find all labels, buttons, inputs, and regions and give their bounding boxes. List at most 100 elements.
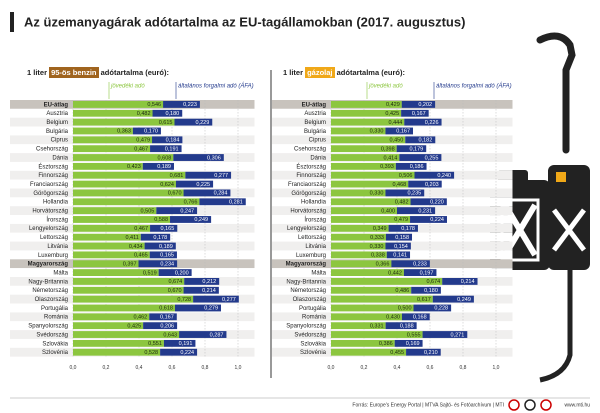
value-label: 0,505 — [141, 208, 155, 214]
value-label: 0,141 — [393, 253, 407, 259]
bar-segment — [175, 180, 214, 188]
bar-segment — [391, 260, 430, 268]
bar-segment — [401, 109, 429, 117]
x-tick-label: 1,0 — [493, 365, 500, 371]
category-label: Franciaország — [288, 182, 326, 188]
footer-source: Forrás: Europe's Energy Portal | MTVA Sa… — [352, 402, 504, 408]
bar-segment — [401, 313, 430, 321]
x-tick-label: 0,0 — [70, 365, 77, 371]
value-label: 0,618 — [159, 306, 173, 312]
bar-segment — [199, 198, 246, 206]
x-tick-label: 0,6 — [427, 365, 434, 371]
bar-segment — [331, 339, 395, 347]
category-label: Ausztria — [46, 111, 68, 117]
category-label: Románia — [44, 315, 69, 321]
category-label: Észtország — [296, 163, 326, 170]
value-label: 0,330 — [370, 244, 384, 250]
value-label: 0,225 — [196, 182, 210, 188]
value-label: 0,158 — [395, 235, 409, 241]
value-label: 0,182 — [419, 138, 433, 144]
category-label: Belgium — [46, 120, 68, 126]
bar-segment — [73, 295, 194, 303]
value-label: 0,429 — [386, 102, 400, 108]
category-label: Svédország — [294, 332, 326, 338]
value-label: 0,397 — [123, 261, 137, 267]
value-label: 0,186 — [410, 164, 424, 170]
category-label: Ciprus — [51, 138, 68, 144]
bar-segment — [331, 295, 433, 303]
bar-segment — [331, 198, 411, 206]
bar-segment — [331, 189, 386, 197]
bar-segment — [73, 127, 133, 135]
bar-segment — [396, 145, 427, 153]
x-tick-label: 0,4 — [394, 365, 401, 371]
value-label: 0,479 — [136, 138, 150, 144]
value-label: 0,168 — [413, 315, 427, 321]
bar-segment — [422, 331, 468, 338]
category-label: Lengyelország — [287, 226, 326, 232]
value-label: 0,450 — [389, 138, 403, 144]
heading-part: 1 liter — [27, 68, 50, 77]
category-label: Svédország — [36, 332, 68, 338]
category-label: Írország — [304, 216, 326, 223]
category-label: Csehország — [294, 147, 326, 153]
bar-segment — [184, 278, 220, 285]
bar-segment — [73, 286, 184, 294]
bar-segment — [385, 233, 413, 241]
bar-segment — [331, 286, 412, 294]
value-label: 0,306 — [207, 155, 221, 161]
value-label: 0,330 — [370, 191, 384, 197]
bar-segment — [73, 189, 184, 197]
logo — [524, 399, 536, 411]
category-label: EU-átlag — [44, 102, 69, 108]
bar-segment — [331, 331, 423, 338]
bar-segment — [73, 216, 171, 223]
category-label: Magyarország — [28, 262, 69, 268]
category-label: Olaszország — [293, 297, 326, 303]
value-label: 0,462 — [133, 315, 147, 321]
category-label: Észtország — [38, 163, 68, 170]
value-label: 0,214 — [461, 279, 475, 285]
bar-segment — [73, 198, 200, 206]
value-label: 0,180 — [165, 111, 179, 117]
category-label: Hollandia — [43, 200, 69, 206]
bar-segment — [404, 118, 442, 126]
category-label: Portugália — [41, 306, 69, 312]
value-label: 0,189 — [157, 164, 171, 170]
bar-segment — [413, 304, 452, 312]
bar-segment — [152, 109, 183, 117]
bar-segment — [331, 136, 406, 144]
bar-segment — [73, 331, 180, 338]
bar-segment — [331, 251, 387, 259]
value-label: 0,434 — [129, 244, 143, 250]
category-label: Írország — [46, 216, 68, 223]
bar-segment — [331, 101, 402, 108]
bar-segment — [73, 171, 186, 179]
value-label: 0,386 — [379, 341, 393, 347]
bar-segment — [174, 304, 222, 312]
bar-segment — [140, 233, 171, 241]
bar-segment — [385, 242, 411, 250]
bar-segment — [143, 322, 178, 330]
value-label: 0,479 — [394, 217, 408, 223]
value-label: 0,249 — [457, 297, 471, 303]
value-label: 0,482 — [395, 200, 409, 206]
heading-part: gázolaj — [305, 67, 335, 78]
category-label: Ciprus — [309, 138, 326, 144]
category-label: Lettország — [40, 235, 68, 241]
value-label: 0,170 — [144, 129, 158, 135]
bar-segment — [331, 348, 407, 356]
value-label: 0,465 — [134, 253, 148, 259]
value-label: 0,279 — [204, 306, 218, 312]
value-label: 0,425 — [385, 111, 399, 117]
bar-segment — [331, 180, 409, 188]
value-label: 0,235 — [407, 191, 421, 197]
bar-segment — [331, 224, 389, 232]
value-label: 0,482 — [137, 111, 151, 117]
value-label: 0,398 — [381, 146, 395, 152]
bar-segment — [331, 118, 405, 126]
value-label: 0,287 — [210, 332, 224, 338]
value-label: 0,331 — [370, 323, 384, 329]
